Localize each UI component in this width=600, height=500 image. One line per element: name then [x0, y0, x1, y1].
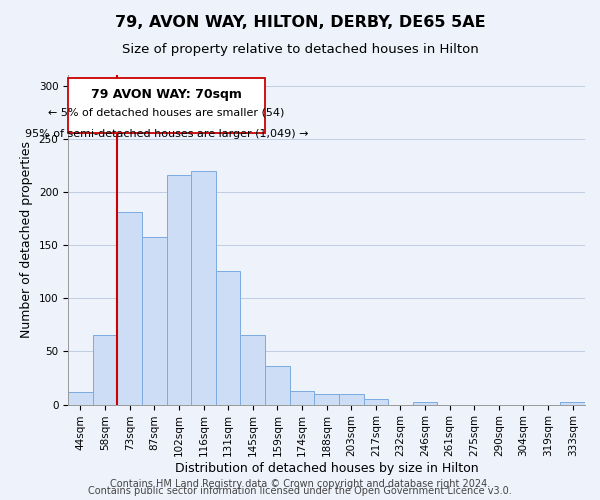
Bar [314, 394, 339, 404]
X-axis label: Distribution of detached houses by size in Hilton: Distribution of detached houses by size … [175, 462, 478, 475]
Text: Contains HM Land Registry data © Crown copyright and database right 2024.: Contains HM Land Registry data © Crown c… [110, 479, 490, 489]
Bar [142, 236, 167, 404]
Bar [216, 270, 241, 404]
Bar [265, 366, 290, 405]
Bar [241, 336, 265, 404]
Bar [191, 170, 216, 404]
Bar [68, 392, 93, 404]
Text: ← 5% of detached houses are smaller (54): ← 5% of detached houses are smaller (54) [49, 108, 285, 118]
Text: Contains public sector information licensed under the Open Government Licence v3: Contains public sector information licen… [88, 486, 512, 496]
Text: 79 AVON WAY: 70sqm: 79 AVON WAY: 70sqm [91, 88, 242, 101]
Bar [118, 212, 142, 404]
Bar [413, 402, 437, 404]
Text: 95% of semi-detached houses are larger (1,049) →: 95% of semi-detached houses are larger (… [25, 130, 308, 140]
Bar [364, 400, 388, 404]
Y-axis label: Number of detached properties: Number of detached properties [20, 142, 33, 338]
Bar [167, 175, 191, 404]
Bar [290, 391, 314, 404]
Bar [560, 402, 585, 404]
Text: 79, AVON WAY, HILTON, DERBY, DE65 5AE: 79, AVON WAY, HILTON, DERBY, DE65 5AE [115, 15, 485, 30]
FancyBboxPatch shape [68, 78, 265, 134]
Text: Size of property relative to detached houses in Hilton: Size of property relative to detached ho… [122, 42, 478, 56]
Bar [93, 336, 118, 404]
Bar [339, 394, 364, 404]
